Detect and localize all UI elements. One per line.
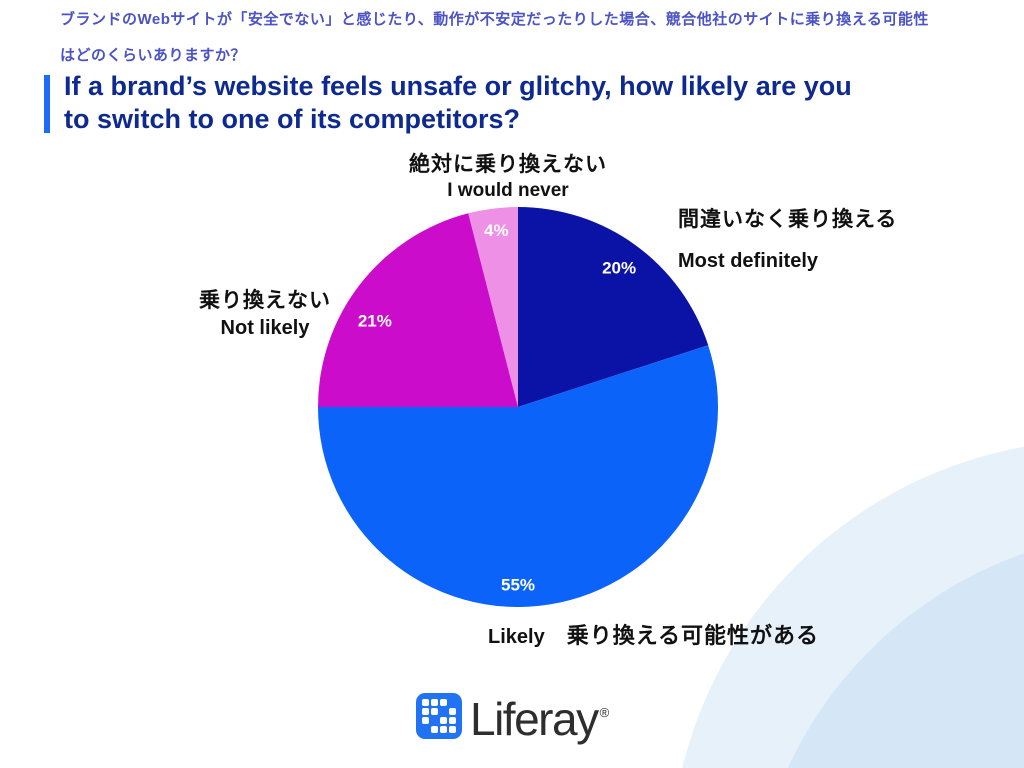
callout-i-would-never: 絶対に乗り換えない I would never	[328, 148, 688, 202]
callout-likely-jp: 乗り換える可能性がある	[566, 623, 820, 648]
title-accent-bar	[44, 75, 50, 133]
pie-chart: 20% 55% 21% 4%	[318, 207, 718, 607]
liferay-logo: Liferay ®	[416, 690, 609, 742]
callout-i-would-never-jp: 絶対に乗り換えない	[409, 153, 607, 176]
liferay-logo-grid-cell	[440, 699, 447, 706]
liferay-logo-grid-cell	[431, 726, 438, 733]
liferay-logo-grid-cell	[440, 717, 447, 724]
pie-slice-1	[318, 345, 718, 607]
pie-percent-label-2: 21%	[358, 311, 392, 330]
liferay-wordmark: Liferay ®	[470, 690, 609, 742]
page-title-line1: If a brand’s website feels unsafe or gli…	[64, 71, 852, 101]
callout-not-likely-jp: 乗り換えない	[199, 289, 331, 312]
liferay-logo-grid-cell	[449, 726, 456, 733]
pie-percent-label-0: 20%	[602, 258, 636, 277]
pie-slice-2	[318, 213, 518, 407]
liferay-logo-grid-cell	[449, 699, 456, 706]
liferay-logo-grid-cell	[422, 699, 429, 706]
pie-slice-3	[468, 207, 518, 407]
callout-most-definitely: 間違いなく乗り換える Most definitely	[678, 203, 897, 273]
liferay-logo-grid-cell	[422, 717, 429, 724]
pie-slice-0	[518, 207, 709, 407]
liferay-logo-grid-cell	[449, 708, 456, 715]
page-title: If a brand’s website feels unsafe or gli…	[64, 70, 852, 136]
page-title-line2: to switch to one of its competitors?	[64, 104, 521, 134]
liferay-logo-grid-cell	[422, 726, 429, 733]
pie-percent-label-3: 4%	[484, 221, 509, 240]
pie-percent-label-1: 55%	[501, 576, 535, 595]
liferay-logo-grid-cell	[440, 708, 447, 715]
liferay-logo-icon	[416, 693, 462, 739]
liferay-brand-text: Liferay	[470, 693, 599, 745]
callout-likely: Likely 乗り換える可能性がある	[488, 618, 819, 650]
japanese-question-line1: ブランドのWebサイトが「安全でない」と感じたり、動作が不安定だったりした場合、…	[60, 11, 929, 28]
registered-trademark-symbol: ®	[599, 705, 610, 720]
liferay-logo-grid-cell	[431, 708, 438, 715]
liferay-logo-grid-cell	[431, 717, 438, 724]
liferay-logo-grid-cell	[449, 717, 456, 724]
callout-most-definitely-en: Most definitely	[678, 250, 819, 272]
callout-i-would-never-en: I would never	[447, 180, 569, 201]
callout-most-definitely-jp: 間違いなく乗り換える	[678, 208, 898, 231]
callout-likely-en: Likely	[488, 626, 545, 648]
liferay-logo-grid-cell	[422, 708, 429, 715]
liferay-logo-grid-cell	[440, 726, 447, 733]
japanese-question-line2: はどのくらいありますか？	[60, 47, 247, 64]
callout-not-likely-en: Not likely	[220, 317, 310, 339]
callout-not-likely: 乗り換えない Not likely	[145, 284, 385, 340]
liferay-logo-grid-cell	[431, 699, 438, 706]
